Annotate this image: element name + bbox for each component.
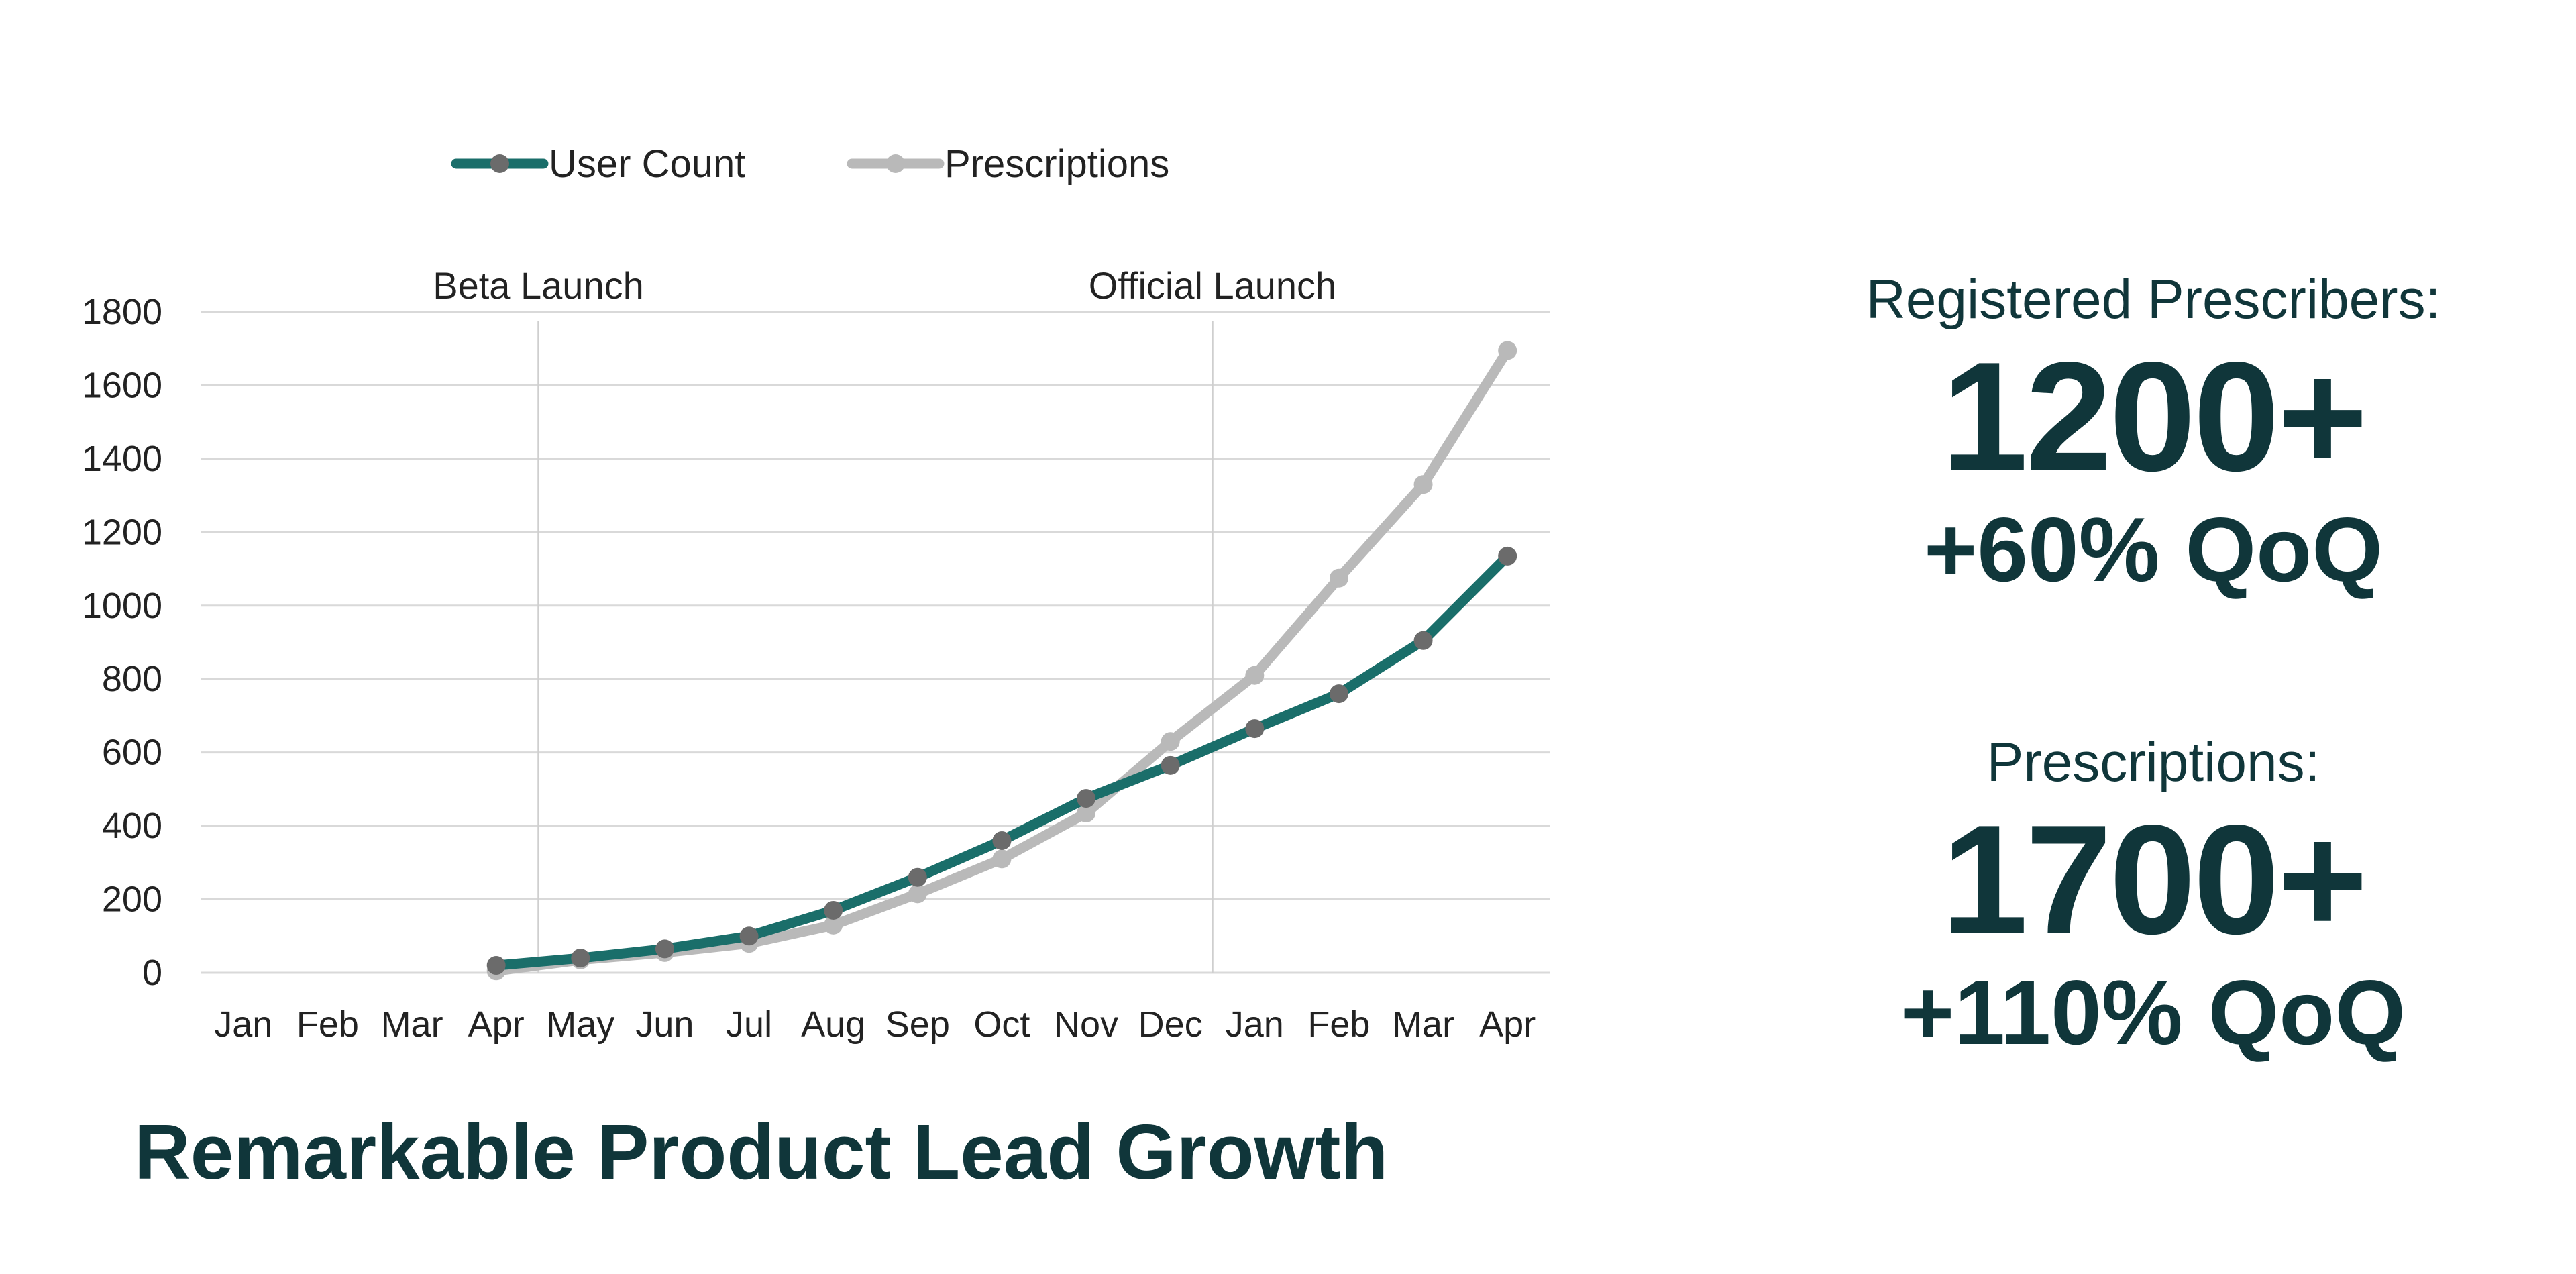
x-tick-label: Aug [801,1004,865,1045]
x-tick-label: Mar [381,1004,443,1045]
stat-label-prescriptions: Prescriptions: [1986,732,2320,793]
data-point-prescriptions [908,884,927,904]
data-point-user-count [1077,789,1096,808]
chart-series [486,341,1517,981]
legend-marker-prescriptions [886,154,905,173]
x-tick-label: Oct [973,1004,1030,1045]
annotation-label: Beta Launch [433,264,643,307]
data-point-user-count [1329,684,1348,704]
y-tick-label: 1400 [82,439,162,479]
data-point-user-count [908,867,927,887]
page-title: Remarkable Product Lead Growth [134,1108,1389,1196]
x-tick-label: Jun [635,1004,694,1045]
stat-change-prescriptions: +110% QoQ [1900,961,2406,1063]
legend-label-prescriptions: Prescriptions [945,142,1169,186]
data-point-prescriptions [1161,732,1180,751]
data-point-prescriptions [1498,341,1517,360]
legend-label-user-count: User Count [549,142,745,186]
chart-gridlines [201,311,1550,974]
data-point-prescriptions [1329,568,1348,588]
y-tick-label: 600 [102,733,162,773]
data-point-user-count [1498,546,1517,566]
x-tick-label: Feb [297,1004,359,1045]
y-tick-label: 800 [102,659,162,699]
x-tick-label: Apr [468,1004,525,1045]
x-tick-label: Sep [885,1004,950,1045]
data-point-user-count [655,939,674,959]
x-tick-label: Mar [1392,1004,1454,1045]
data-point-prescriptions [1077,803,1096,822]
x-tick-label: Dec [1138,1004,1203,1045]
data-point-user-count [1161,755,1180,775]
x-tick-label: Jul [726,1004,772,1045]
stat-value-prescriptions: 1700+ [1941,793,2368,967]
stat-block-prescriptions: Prescriptions: 1700+ +110% QoQ [1771,731,2536,1065]
data-point-user-count [824,900,843,920]
y-tick-label: 1800 [82,292,162,332]
data-point-user-count [1413,631,1433,650]
data-point-user-count [486,956,506,975]
data-point-prescriptions [1245,666,1265,685]
y-tick-label: 400 [102,806,162,846]
y-tick-label: 0 [142,953,162,993]
annotation-label: Official Launch [1089,264,1336,307]
y-tick-label: 200 [102,880,162,920]
x-tick-label: Jan [1226,1004,1284,1045]
x-tick-label: Jan [214,1004,272,1045]
stat-block-prescribers: Registered Prescribers: 1200+ +60% QoQ [1771,268,2536,602]
legend-marker-user-count [490,154,509,173]
x-tick-label: May [546,1004,614,1045]
chart-legend: User Count Prescriptions [451,142,1169,186]
chart-axes: 0 200 400 600 800 1000 1200 1400 1600 1800 Jan Feb M… [82,292,1536,1045]
data-point-user-count [571,949,590,968]
stat-label-prescribers: Registered Prescribers: [1866,269,2441,330]
data-point-user-count [1245,719,1265,739]
series-line-user-count [491,551,1513,971]
data-point-user-count [739,926,759,946]
y-tick-label: 1600 [82,365,162,405]
x-tick-label: Feb [1307,1004,1370,1045]
y-tick-label: 1200 [82,512,162,552]
stat-value-prescribers: 1200+ [1941,330,2368,504]
data-point-prescriptions [992,849,1012,869]
x-tick-label: Nov [1054,1004,1118,1045]
stat-change-prescribers: +60% QoQ [1923,498,2383,600]
data-point-user-count [992,831,1012,850]
chart-annotations: Beta Launch Official Launch [433,264,1336,973]
series-line-prescriptions [491,346,1513,976]
y-tick-label: 1000 [82,586,162,626]
data-point-prescriptions [824,915,843,935]
data-point-prescriptions [1413,475,1433,494]
x-tick-label: Apr [1479,1004,1536,1045]
